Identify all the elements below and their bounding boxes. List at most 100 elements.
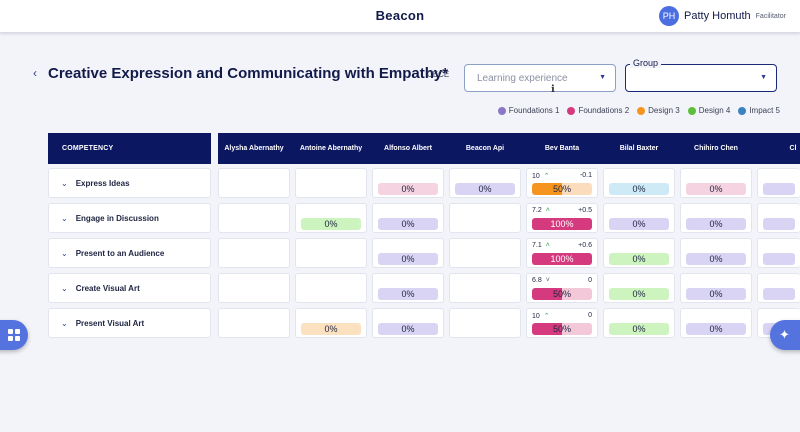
progress-value: 0% xyxy=(632,324,646,334)
score-cell[interactable]: 0% xyxy=(603,168,675,198)
score-cell[interactable] xyxy=(295,238,367,268)
student-column-header[interactable]: Antoine Abernathy xyxy=(299,144,363,152)
score-cell[interactable]: 0% xyxy=(680,168,752,198)
score-cell[interactable]: 0% xyxy=(680,308,752,338)
progress-pill xyxy=(763,253,795,265)
avatar[interactable]: PH xyxy=(659,6,680,26)
score-cell[interactable] xyxy=(449,308,521,338)
score-cell[interactable]: 0% xyxy=(372,203,444,233)
user-menu[interactable]: PH Patty Homuth Facilitator xyxy=(659,6,786,26)
trend-up-icon: ˄ xyxy=(545,207,550,214)
score-cell[interactable] xyxy=(757,273,800,303)
score-cell[interactable]: 10 ⌃ 0 50% xyxy=(526,308,598,338)
competency-label: Present Visual Art xyxy=(75,318,145,328)
competency-row-header[interactable]: ⌄ Express Ideas xyxy=(48,168,211,198)
score-delta: 0 xyxy=(588,277,592,284)
student-column-header[interactable]: Alfonso Albert xyxy=(384,144,432,152)
score-cell[interactable]: 10 ⌃ -0.1 50% xyxy=(526,168,598,198)
score-cell[interactable]: 0% xyxy=(603,308,675,338)
progress-value: 0% xyxy=(709,289,723,299)
score-cell[interactable] xyxy=(295,168,367,198)
competency-row-header[interactable]: ⌄ Present Visual Art xyxy=(48,308,211,338)
score-cell[interactable]: 0% xyxy=(603,203,675,233)
trend-down-icon: ˅ xyxy=(545,277,550,284)
competency-row-header[interactable]: ⌄ Create Visual Art xyxy=(48,273,211,303)
score-cell[interactable] xyxy=(218,273,290,303)
group-select[interactable]: ▼ xyxy=(625,64,777,92)
score-cell[interactable]: 6.8 ˅ 0 50% xyxy=(526,273,598,303)
score-cell[interactable]: 0% xyxy=(295,308,367,338)
student-column-header[interactable]: Bev Banta xyxy=(544,144,580,152)
score-cell[interactable]: 0% xyxy=(372,273,444,303)
progress-pill: 0% xyxy=(378,183,438,195)
chevron-down-icon[interactable]: ⌄ xyxy=(61,283,68,293)
progress-value: 0% xyxy=(401,289,415,299)
legend-item: Impact 5 xyxy=(738,106,780,115)
score-cell[interactable] xyxy=(757,238,800,268)
progress-value: 0% xyxy=(324,324,338,334)
score-cell[interactable] xyxy=(449,203,521,233)
student-column-header[interactable]: Alysha Abernathy xyxy=(224,144,284,152)
score-meta: 6.8 ˅ 0 xyxy=(532,277,592,284)
score-cell[interactable]: 0% xyxy=(372,238,444,268)
progress-value: 0% xyxy=(401,324,415,334)
student-column-header[interactable]: Chihiro Chen xyxy=(694,144,738,152)
grid-view-button[interactable] xyxy=(0,320,28,350)
progress-pill: 0% xyxy=(609,218,669,230)
competency-row-header[interactable]: ⌄ Engage in Discussion xyxy=(48,203,211,233)
score-cell[interactable] xyxy=(757,203,800,233)
progress-value: 0% xyxy=(478,184,492,194)
group-label: Group xyxy=(630,58,662,68)
chevron-down-icon[interactable]: ⌄ xyxy=(61,178,68,188)
progress-pill: 100% xyxy=(532,218,592,230)
score-cell[interactable]: 0% xyxy=(295,203,367,233)
score-cell[interactable]: 0% xyxy=(680,203,752,233)
legend-item: Foundations 2 xyxy=(567,106,629,115)
progress-pill: 0% xyxy=(686,183,746,195)
score-cell[interactable]: 0% xyxy=(449,168,521,198)
score-left: 10 ⌃ xyxy=(532,172,550,180)
chevron-down-icon[interactable]: ⌄ xyxy=(61,318,68,328)
score-cell[interactable] xyxy=(449,273,521,303)
score-cell[interactable]: 0% xyxy=(603,238,675,268)
legend: Foundations 1 Foundations 2 Design 3 Design… xyxy=(490,106,780,115)
score-cell[interactable]: 0% xyxy=(372,308,444,338)
legend-dot-icon xyxy=(567,106,576,115)
progress-pill: 0% xyxy=(609,288,669,300)
text-cursor-icon: ℹ xyxy=(551,84,555,95)
score-cell[interactable] xyxy=(757,168,800,198)
score-cell[interactable]: 0% xyxy=(603,273,675,303)
back-chevron-icon[interactable]: ‹ xyxy=(33,66,37,80)
score-cell[interactable] xyxy=(218,203,290,233)
competency-label: Present to an Audience xyxy=(75,248,165,258)
score-cell[interactable] xyxy=(218,168,290,198)
score-cell[interactable] xyxy=(218,308,290,338)
competency-label: Express Ideas xyxy=(75,178,130,188)
legend-dot-icon xyxy=(637,106,646,115)
score-cell[interactable] xyxy=(449,238,521,268)
score-cell[interactable]: 7.1 ˄ +0.6 100% xyxy=(526,238,598,268)
score-cell[interactable] xyxy=(295,273,367,303)
score-cell[interactable]: 0% xyxy=(680,238,752,268)
chevron-down-icon[interactable]: ⌄ xyxy=(61,248,68,258)
score-left: 6.8 ˅ xyxy=(532,277,550,284)
progress-fill xyxy=(532,288,562,300)
learning-experience-select[interactable]: Learning experience ▼ xyxy=(464,64,616,92)
progress-pill: 50% xyxy=(532,323,592,335)
progress-pill: 0% xyxy=(301,218,361,230)
score-value: 7.2 xyxy=(532,207,542,214)
chevron-down-icon[interactable]: ⌄ xyxy=(61,213,68,223)
score-cell[interactable] xyxy=(218,238,290,268)
trend-up-icon: ⌃ xyxy=(543,173,550,180)
progress-value: 0% xyxy=(324,219,338,229)
progress-pill: 0% xyxy=(686,253,746,265)
score-cell[interactable]: 0% xyxy=(680,273,752,303)
score-cell[interactable]: 7.2 ˄ +0.5 100% xyxy=(526,203,598,233)
student-column-header[interactable]: Cl xyxy=(789,144,797,152)
progress-pill: 0% xyxy=(609,253,669,265)
sparkle-button[interactable]: ✦ xyxy=(770,320,800,350)
competency-row-header[interactable]: ⌄ Present to an Audience xyxy=(48,238,211,268)
score-cell[interactable]: 0% xyxy=(372,168,444,198)
student-column-header[interactable]: Beacon Api xyxy=(465,144,505,152)
student-column-header[interactable]: Bilal Baxter xyxy=(619,144,659,152)
